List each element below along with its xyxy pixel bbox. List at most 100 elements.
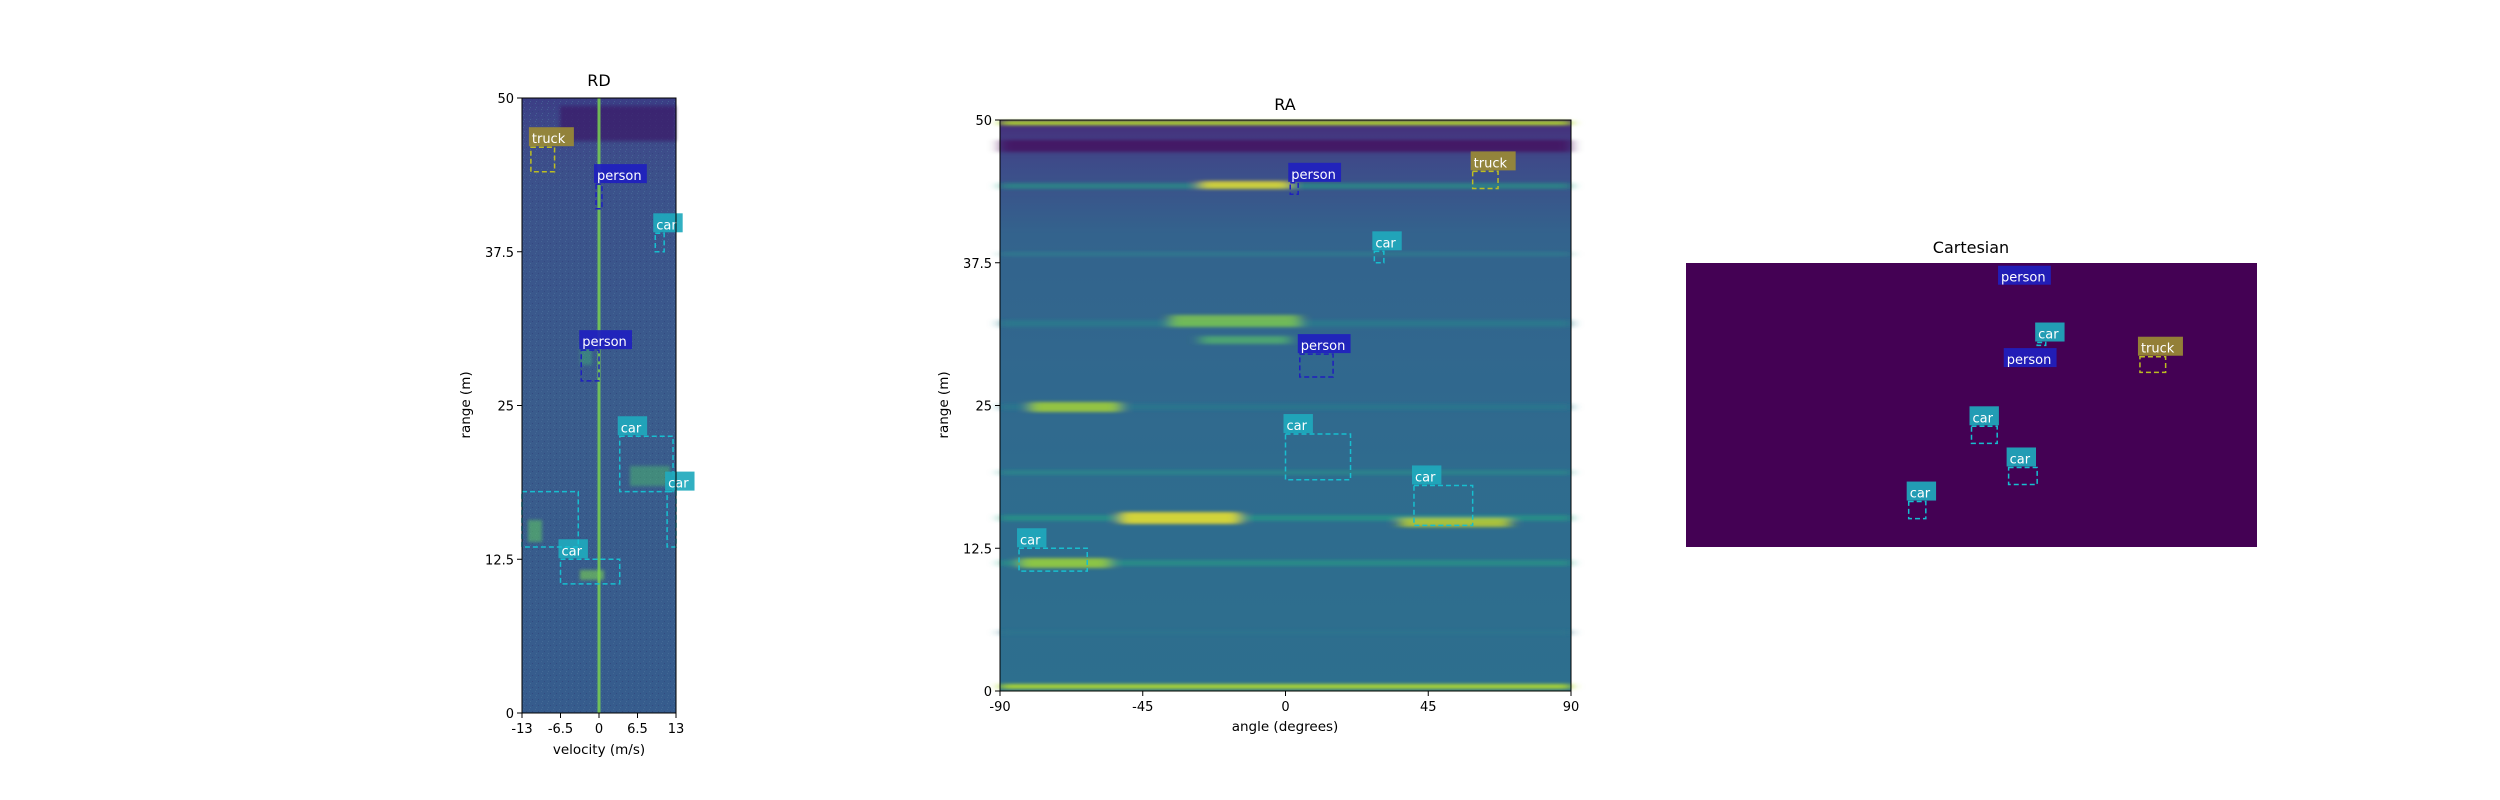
rd-y-tick-label: 50	[497, 92, 514, 107]
ra-x-axis-label: angle (degrees)	[1232, 719, 1339, 735]
ra-peak-11	[1020, 558, 1110, 568]
ra-x-tick-label: 90	[1563, 700, 1580, 715]
ra-car-label-bg	[1283, 414, 1313, 434]
rd-y-tick-label: 37.5	[485, 246, 514, 261]
rd-top-band	[560, 106, 676, 141]
cartesian-car-bbox	[2007, 466, 2038, 486]
rd-x-tick-label: 13	[668, 722, 685, 737]
cartesian-person-label: person	[2001, 271, 2046, 286]
ra-car-bbox	[1018, 547, 1088, 572]
ra-car-label-bg	[1372, 231, 1402, 251]
ra-person-label-bg	[1288, 162, 1342, 182]
rd-x-tick-label: -13	[511, 722, 532, 737]
rd-x-tick-label: 0	[595, 722, 603, 737]
cartesian-detections: person car truck person car car car	[1906, 265, 2183, 520]
rd-y-tick-label: 0	[506, 707, 514, 722]
ra-peak-25	[1030, 402, 1120, 412]
ra-x-tick-label: -90	[989, 700, 1010, 715]
rd-car-bbox	[618, 435, 674, 493]
cartesian-car-bbox	[1907, 500, 1927, 520]
ra-band-dark	[1000, 140, 1571, 152]
rd-person-label: person	[597, 169, 642, 184]
rd-truck-bbox	[530, 146, 556, 173]
rd-person-label: person	[582, 335, 627, 350]
cartesian-truck-label-bg	[2137, 336, 2183, 356]
ra-band-15	[1000, 515, 1571, 521]
ra-peak-31	[1200, 336, 1290, 344]
rd-zero-doppler-line	[597, 98, 601, 713]
ra-car-label-bg	[1017, 528, 1047, 548]
rd-car-label: car	[668, 477, 689, 492]
ra-truck-label: truck	[1474, 156, 1508, 171]
ra-band-19	[1000, 470, 1571, 475]
cartesian-car-label-bg	[2035, 322, 2065, 342]
cartesian-car-bbox	[2036, 341, 2047, 347]
ra-y-axis-ticks: 0 12.5 25 37.5 50	[963, 114, 1000, 700]
rd-car-label: car	[621, 421, 642, 436]
rd-car-label: car	[656, 218, 677, 233]
ra-title: RA	[1274, 95, 1295, 114]
rd-y-tick-label: 25	[497, 400, 514, 415]
ra-y-tick-label: 0	[984, 685, 992, 700]
rd-person-label-bg	[594, 164, 647, 184]
cartesian-title: Cartesian	[1933, 238, 2009, 257]
ra-person-label: person	[1301, 339, 1346, 354]
ra-person-bbox	[1289, 182, 1299, 195]
cartesian-car-bbox	[1970, 425, 1998, 445]
rd-title: RD	[587, 71, 610, 90]
rd-blob-3	[630, 466, 670, 486]
cartesian-person-label-bg	[1998, 265, 2051, 285]
rd-car-label: car	[562, 544, 583, 559]
ra-panel: RA truck person car person car car car -90 -45 0…	[936, 95, 1579, 735]
rd-x-tick-label: -6.5	[548, 722, 573, 737]
ra-car-bbox	[1373, 250, 1385, 264]
ra-y-tick-label: 50	[975, 114, 992, 129]
ra-peak-14	[1400, 518, 1510, 527]
ra-person-label-bg	[1297, 334, 1351, 354]
ra-car-label-bg	[1411, 465, 1442, 485]
rd-car-label-bg	[617, 416, 648, 436]
ra-car-label: car	[1415, 470, 1436, 485]
ra-peak-15	[1120, 512, 1240, 524]
cartesian-car-label: car	[2038, 328, 2059, 343]
ra-car-bbox	[1284, 433, 1352, 481]
rd-blob-1	[528, 520, 542, 542]
rd-car-label-bg	[558, 539, 588, 559]
ra-truck-label-bg	[1470, 151, 1516, 171]
ra-range-bands	[1000, 121, 1571, 689]
cartesian-person-label: person	[2007, 353, 2052, 368]
cartesian-car-label: car	[1973, 411, 1994, 426]
ra-y-tick-label: 37.5	[963, 257, 992, 272]
ra-car-label: car	[1020, 533, 1041, 548]
cartesian-car-label: car	[1910, 487, 1931, 502]
ra-y-tick-label: 25	[975, 400, 992, 415]
rd-x-tick-label: 6.5	[627, 722, 648, 737]
ra-x-tick-label: 45	[1420, 700, 1437, 715]
rd-blob-2	[580, 570, 604, 580]
cartesian-car-label-bg	[2006, 447, 2037, 467]
ra-x-tick-label: 0	[1281, 700, 1289, 715]
ra-y-axis-label: range (m)	[936, 371, 952, 438]
rd-detections: truck person car person car car car	[521, 127, 695, 585]
ra-band-5	[1000, 630, 1571, 635]
cartesian-car-label-bg	[1906, 481, 1937, 501]
rd-panel: RD truck person car person car car car -13 -6.5…	[458, 71, 695, 758]
cartesian-truck-bbox	[2139, 355, 2167, 374]
rd-y-axis-ticks: 0 12.5 25 37.5 50	[485, 92, 522, 722]
ra-person-label: person	[1291, 168, 1336, 183]
ra-truck-bbox	[1471, 170, 1499, 190]
ra-band-11	[1000, 560, 1571, 566]
rd-x-axis-ticks: -13 -6.5 0 6.5 13	[511, 713, 684, 737]
ra-car-label: car	[1375, 236, 1396, 251]
rd-person-bbox	[595, 183, 603, 210]
ra-band-top	[1000, 121, 1571, 125]
rd-x-axis-label: velocity (m/s)	[553, 742, 645, 758]
ra-band-25	[1000, 404, 1571, 410]
ra-x-axis-ticks: -90 -45 0 45 90	[989, 691, 1579, 715]
cartesian-car-label: car	[2010, 452, 2031, 467]
cartesian-panel: Cartesian person car truck person car car car	[1686, 238, 2257, 547]
rd-person-label-bg	[579, 330, 633, 350]
ra-car-label: car	[1287, 419, 1308, 434]
rd-y-tick-label: 12.5	[485, 553, 514, 568]
